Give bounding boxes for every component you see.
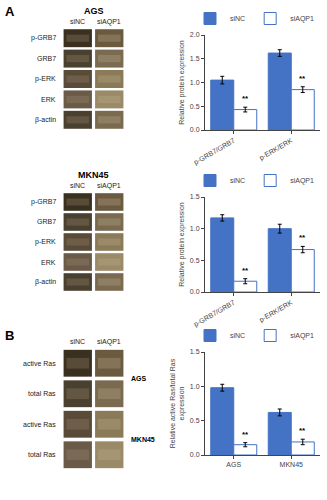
svg-text:p-ERK: p-ERK [35, 75, 56, 83]
svg-text:p-ERK: p-ERK [35, 238, 56, 246]
svg-text:total Ras: total Ras [28, 390, 56, 397]
svg-text:ERK: ERK [41, 259, 56, 266]
svg-text:**: ** [299, 426, 306, 435]
svg-text:siNC: siNC [70, 182, 85, 189]
svg-text:total Ras: total Ras [28, 451, 56, 458]
svg-text:0.5: 0.5 [190, 257, 200, 264]
svg-text:siNC: siNC [230, 15, 245, 22]
svg-text:AGS: AGS [131, 375, 147, 382]
svg-text:siNC: siNC [230, 332, 245, 339]
svg-text:Relative active Ras/total Rase: Relative active Ras/total Rasexpression [169, 358, 186, 448]
svg-text:**: ** [242, 266, 249, 275]
svg-text:1.5: 1.5 [190, 55, 200, 62]
svg-text:p-GRB7: p-GRB7 [31, 34, 56, 42]
svg-text:1.5: 1.5 [190, 193, 200, 200]
svg-text:Relative protein expression: Relative protein expression [178, 202, 186, 287]
svg-text:siNC: siNC [230, 177, 245, 184]
svg-text:siAQP1: siAQP1 [97, 182, 121, 190]
svg-text:AGS: AGS [84, 6, 104, 16]
svg-text:1.0: 1.0 [190, 225, 200, 232]
svg-text:**: ** [299, 233, 306, 242]
svg-text:1.0: 1.0 [190, 79, 200, 86]
svg-text:MKN45: MKN45 [131, 436, 155, 443]
svg-text:MKN45: MKN45 [78, 170, 109, 180]
svg-text:ERK: ERK [41, 96, 56, 103]
svg-text:siAQP1: siAQP1 [290, 15, 314, 23]
svg-text:GRB7: GRB7 [37, 218, 56, 225]
svg-text:siNC: siNC [70, 338, 85, 345]
svg-text:p-GRB7: p-GRB7 [31, 198, 56, 206]
svg-text:AGS: AGS [226, 461, 241, 468]
svg-text:**: ** [242, 94, 249, 103]
svg-text:siAQP1: siAQP1 [97, 338, 121, 346]
svg-text:0.0: 0.0 [190, 126, 200, 133]
svg-text:MKN45: MKN45 [280, 461, 303, 468]
svg-text:p-GRB7/GRB7: p-GRB7/GRB7 [192, 137, 236, 167]
svg-text:siAQP1: siAQP1 [97, 18, 121, 26]
svg-text:1.5: 1.5 [190, 348, 200, 355]
svg-text:β-actin: β-actin [35, 116, 56, 124]
svg-text:active Ras: active Ras [23, 421, 56, 428]
svg-text:0.5: 0.5 [190, 103, 200, 110]
svg-text:p-ERK/ERK: p-ERK/ERK [258, 299, 294, 325]
svg-text:active Ras: active Ras [23, 360, 56, 367]
svg-text:0.0: 0.0 [190, 288, 200, 295]
svg-text:A: A [5, 4, 15, 19]
svg-text:p-GRB7/GRB7: p-GRB7/GRB7 [192, 299, 236, 329]
svg-text:siNC: siNC [70, 18, 85, 25]
svg-text:GRB7: GRB7 [37, 55, 56, 62]
svg-text:siAQP1: siAQP1 [290, 332, 314, 340]
svg-text:p-ERK/ERK: p-ERK/ERK [258, 137, 294, 163]
svg-text:0.0: 0.0 [190, 451, 200, 458]
svg-text:**: ** [299, 74, 306, 83]
svg-text:B: B [5, 328, 14, 343]
svg-text:β-actin: β-actin [35, 278, 56, 286]
svg-text:0.5: 0.5 [190, 417, 200, 424]
svg-text:Relative protein expression: Relative protein expression [178, 40, 186, 125]
svg-text:2.0: 2.0 [190, 31, 200, 38]
svg-text:**: ** [242, 430, 249, 439]
svg-text:1.0: 1.0 [190, 383, 200, 390]
svg-text:siAQP1: siAQP1 [290, 177, 314, 185]
